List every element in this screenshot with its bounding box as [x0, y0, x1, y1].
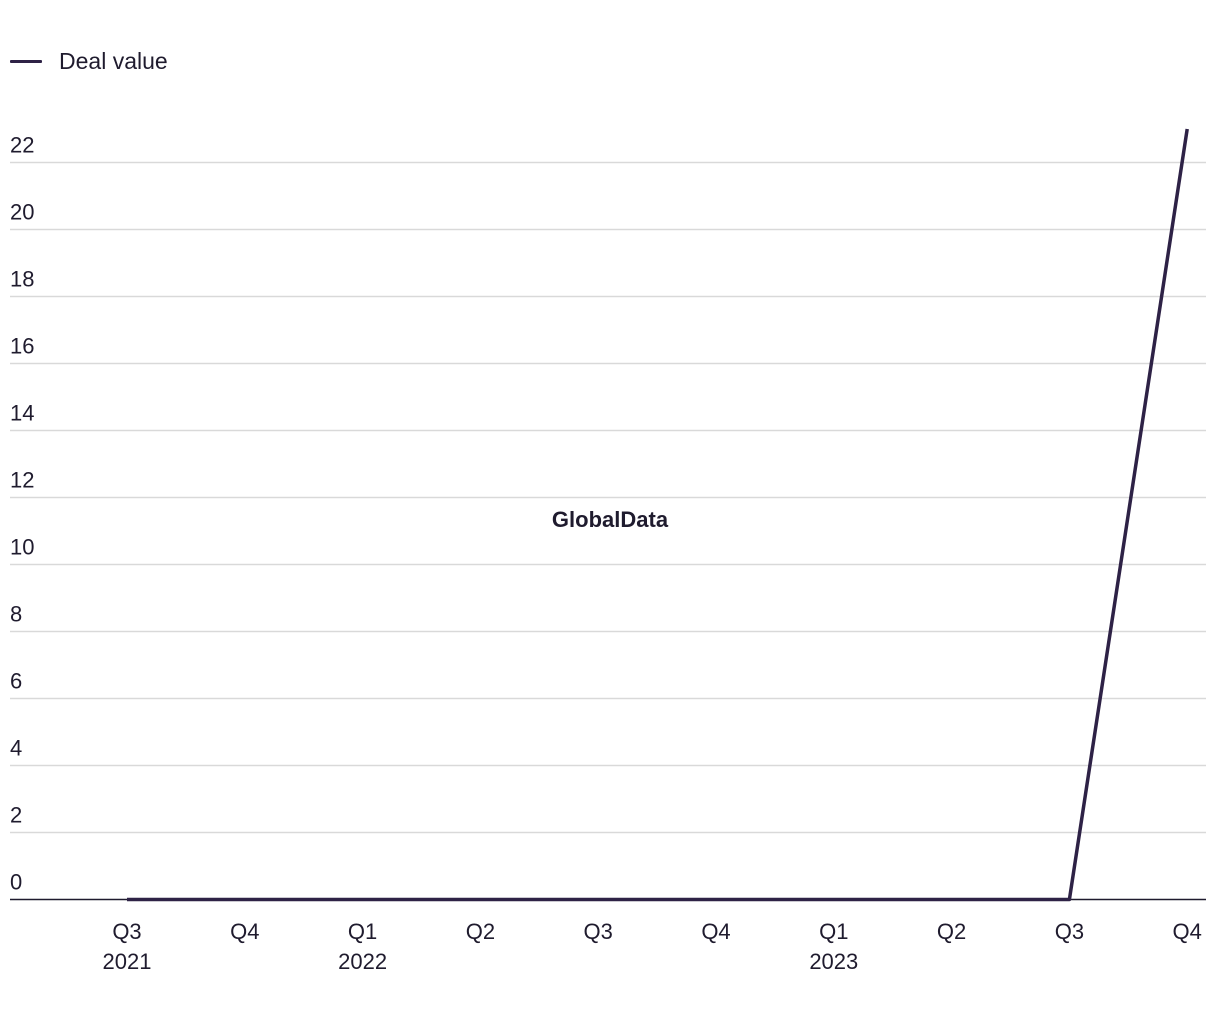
y-tick-label: 10	[10, 535, 34, 560]
x-tick-label: Q3	[1055, 919, 1084, 944]
x-tick-label: Q3	[584, 919, 613, 944]
x-tick-label: Q2	[937, 919, 966, 944]
y-tick-label: 16	[10, 334, 34, 359]
y-axis-ticks: 0 2 4 6 8 10 12 14 16 18 20 22	[10, 133, 34, 895]
x-tick-year-label: 2022	[338, 949, 387, 974]
x-tick-label: Q4	[1173, 919, 1202, 944]
y-tick-label: 14	[10, 401, 34, 426]
x-tick-label: Q2	[466, 919, 495, 944]
y-tick-label: 20	[10, 200, 34, 225]
y-tick-label: 18	[10, 267, 34, 292]
y-tick-label: 12	[10, 468, 34, 493]
x-tick-label: Q1	[348, 919, 377, 944]
x-tick-label: Q4	[230, 919, 259, 944]
y-tick-label: 8	[10, 602, 22, 627]
y-tick-label: 2	[10, 803, 22, 828]
y-tick-label: 0	[10, 870, 22, 895]
legend: Deal value	[10, 46, 168, 76]
legend-swatch	[10, 59, 42, 63]
grid-lines	[10, 161, 1206, 834]
series-line-deal-value	[127, 128, 1189, 902]
x-tick-year-label: 2021	[103, 949, 152, 974]
legend-label: Deal value	[59, 47, 168, 74]
x-tick-label: Q3	[112, 919, 141, 944]
series-layer	[127, 128, 1189, 902]
x-tick-label: Q4	[701, 919, 730, 944]
x-tick-label: Q1	[819, 919, 848, 944]
x-axis-ticks: Q3 2021 Q4 Q1 2022 Q2 Q3 Q4 Q1 2023 Q2 Q3 Q4	[103, 919, 1202, 974]
y-tick-label: 22	[10, 133, 34, 158]
x-tick-year-label: 2023	[809, 949, 858, 974]
y-tick-label: 4	[10, 736, 22, 761]
y-tick-label: 6	[10, 669, 22, 694]
watermark: GlobalData	[552, 507, 669, 532]
